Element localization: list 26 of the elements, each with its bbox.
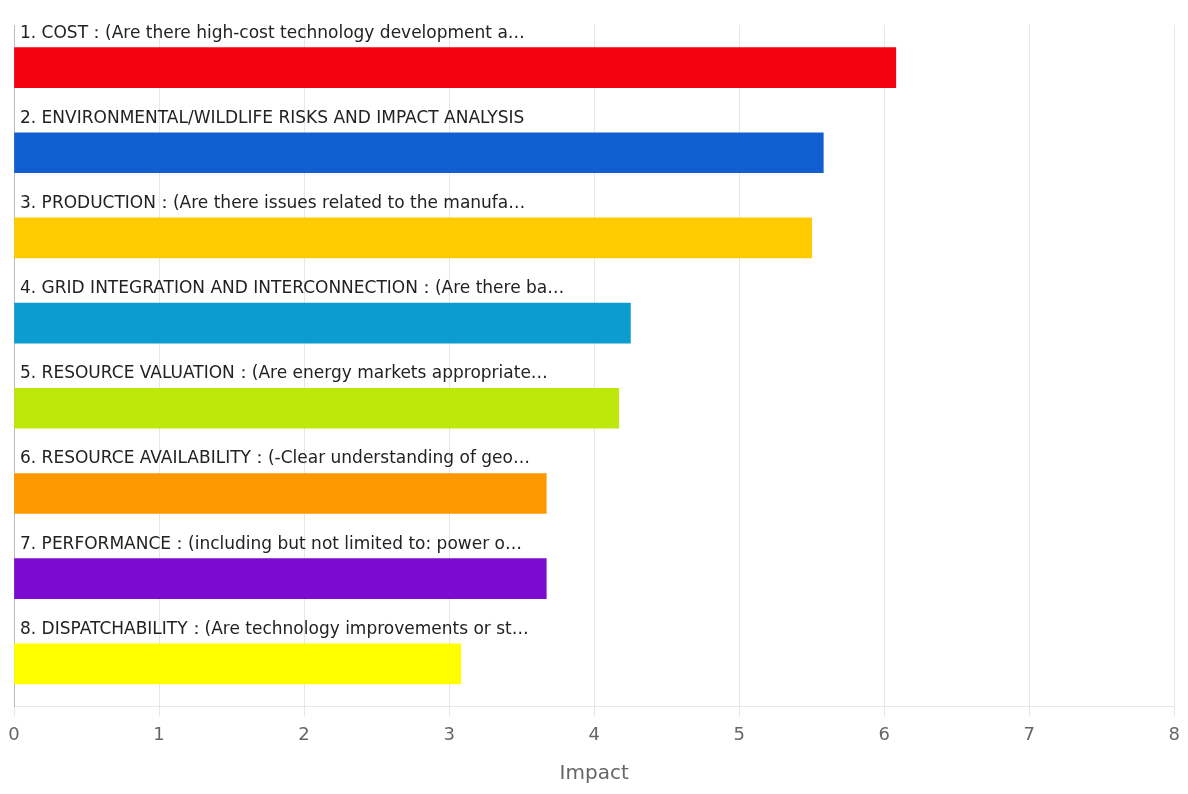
y-tick-label: 1. COST：(Are there high-cost technology development a… bbox=[20, 21, 525, 42]
y-tick-label: 4. GRID INTEGRATION AND INTERCONNECTION：(Are there ba… bbox=[20, 277, 565, 298]
bar bbox=[14, 217, 813, 259]
x-tick-label: 4 bbox=[588, 722, 600, 744]
x-tick-label: 1 bbox=[153, 722, 165, 744]
bar bbox=[14, 643, 462, 685]
y-tick-label: 5. RESOURCE VALUATION：(Are energy markets appropriate… bbox=[20, 362, 548, 383]
bar bbox=[14, 47, 897, 88]
x-tick-label: 0 bbox=[8, 722, 20, 744]
bar bbox=[14, 558, 547, 599]
y-tick-label: 8. DISPATCHABILITY：(Are technology improvements or st… bbox=[20, 617, 529, 638]
x-tick-label: 6 bbox=[878, 722, 890, 744]
x-tick-label: 7 bbox=[1023, 722, 1035, 744]
x-axis-title: Impact bbox=[559, 760, 629, 785]
x-tick-label: 5 bbox=[733, 722, 745, 744]
bar bbox=[14, 132, 824, 174]
y-tick-label: 2. ENVIRONMENTAL/WILDLIFE RISKS AND IMPACT ANALYSIS bbox=[20, 106, 525, 127]
bar bbox=[14, 302, 631, 344]
x-tick-label: 2 bbox=[298, 722, 310, 744]
y-tick-label: 3. PRODUCTION：(Are there issues related to the manufa… bbox=[20, 191, 526, 212]
y-tick-label: 6. RESOURCE AVAILABILITY：(-Clear understanding of geo… bbox=[20, 447, 530, 468]
bar bbox=[14, 473, 547, 514]
bar bbox=[14, 387, 620, 429]
y-tick-label: 7. PERFORMANCE：(including but not limited to: power o… bbox=[20, 532, 522, 553]
x-tick-label: 8 bbox=[1168, 722, 1180, 744]
x-tick-label: 3 bbox=[443, 722, 455, 744]
